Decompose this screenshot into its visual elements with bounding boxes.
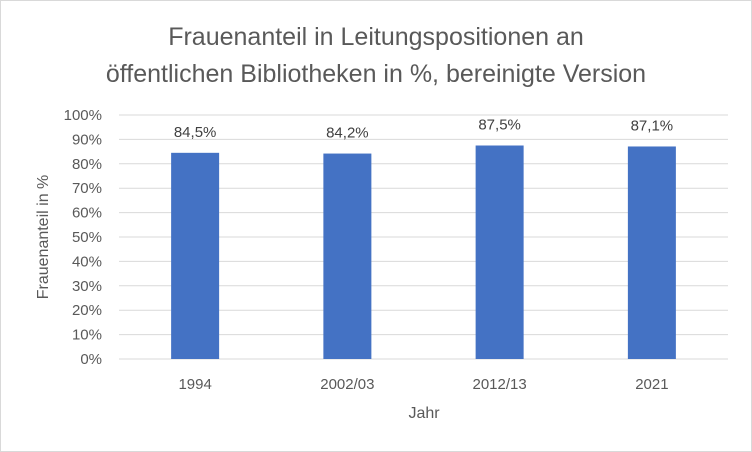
x-axis-title: Jahr (408, 405, 440, 422)
y-tick-label: 50% (72, 229, 102, 246)
data-label: 87,1% (631, 117, 674, 134)
x-tick-label: 2021 (635, 376, 668, 393)
y-axis-title: Frauenanteil in % (35, 175, 52, 300)
data-label: 84,5% (174, 124, 217, 141)
x-tick-label: 2002/03 (320, 376, 374, 393)
x-tick-label: 1994 (178, 376, 211, 393)
chart-title-line-2: öffentlichen Bibliotheken in %, bereinig… (105, 60, 647, 88)
bar (323, 153, 372, 359)
bars (171, 145, 676, 359)
bar (171, 152, 220, 359)
y-tick-label: 100% (64, 107, 102, 124)
chart-title-line-1: Frauenanteil in Leitungspositionen an (168, 23, 584, 51)
y-tick-label: 10% (72, 327, 102, 344)
y-axis-ticks: 0% 10% 20% 30% 40% 50% 60% 70% 80% 90% 100% (64, 107, 102, 368)
x-axis-ticks: 1994 2002/03 2012/13 2021 (178, 376, 668, 393)
data-labels: 84,5% 84,2% 87,5% 87,1% (174, 117, 673, 142)
data-label: 84,2% (326, 125, 369, 142)
y-tick-label: 0% (80, 351, 102, 368)
bar (475, 145, 524, 359)
bar (627, 146, 676, 359)
gridlines (119, 114, 728, 360)
y-tick-label: 20% (72, 302, 102, 319)
y-tick-label: 70% (72, 180, 102, 197)
chart-title: Frauenanteil in Leitungspositionen an öf… (1, 19, 751, 93)
y-tick-label: 90% (72, 131, 102, 148)
y-tick-label: 40% (72, 253, 102, 270)
y-tick-label: 80% (72, 156, 102, 173)
y-tick-label: 30% (72, 278, 102, 295)
data-label: 87,5% (478, 117, 521, 134)
x-tick-label: 2012/13 (473, 376, 527, 393)
y-tick-label: 60% (72, 205, 102, 222)
